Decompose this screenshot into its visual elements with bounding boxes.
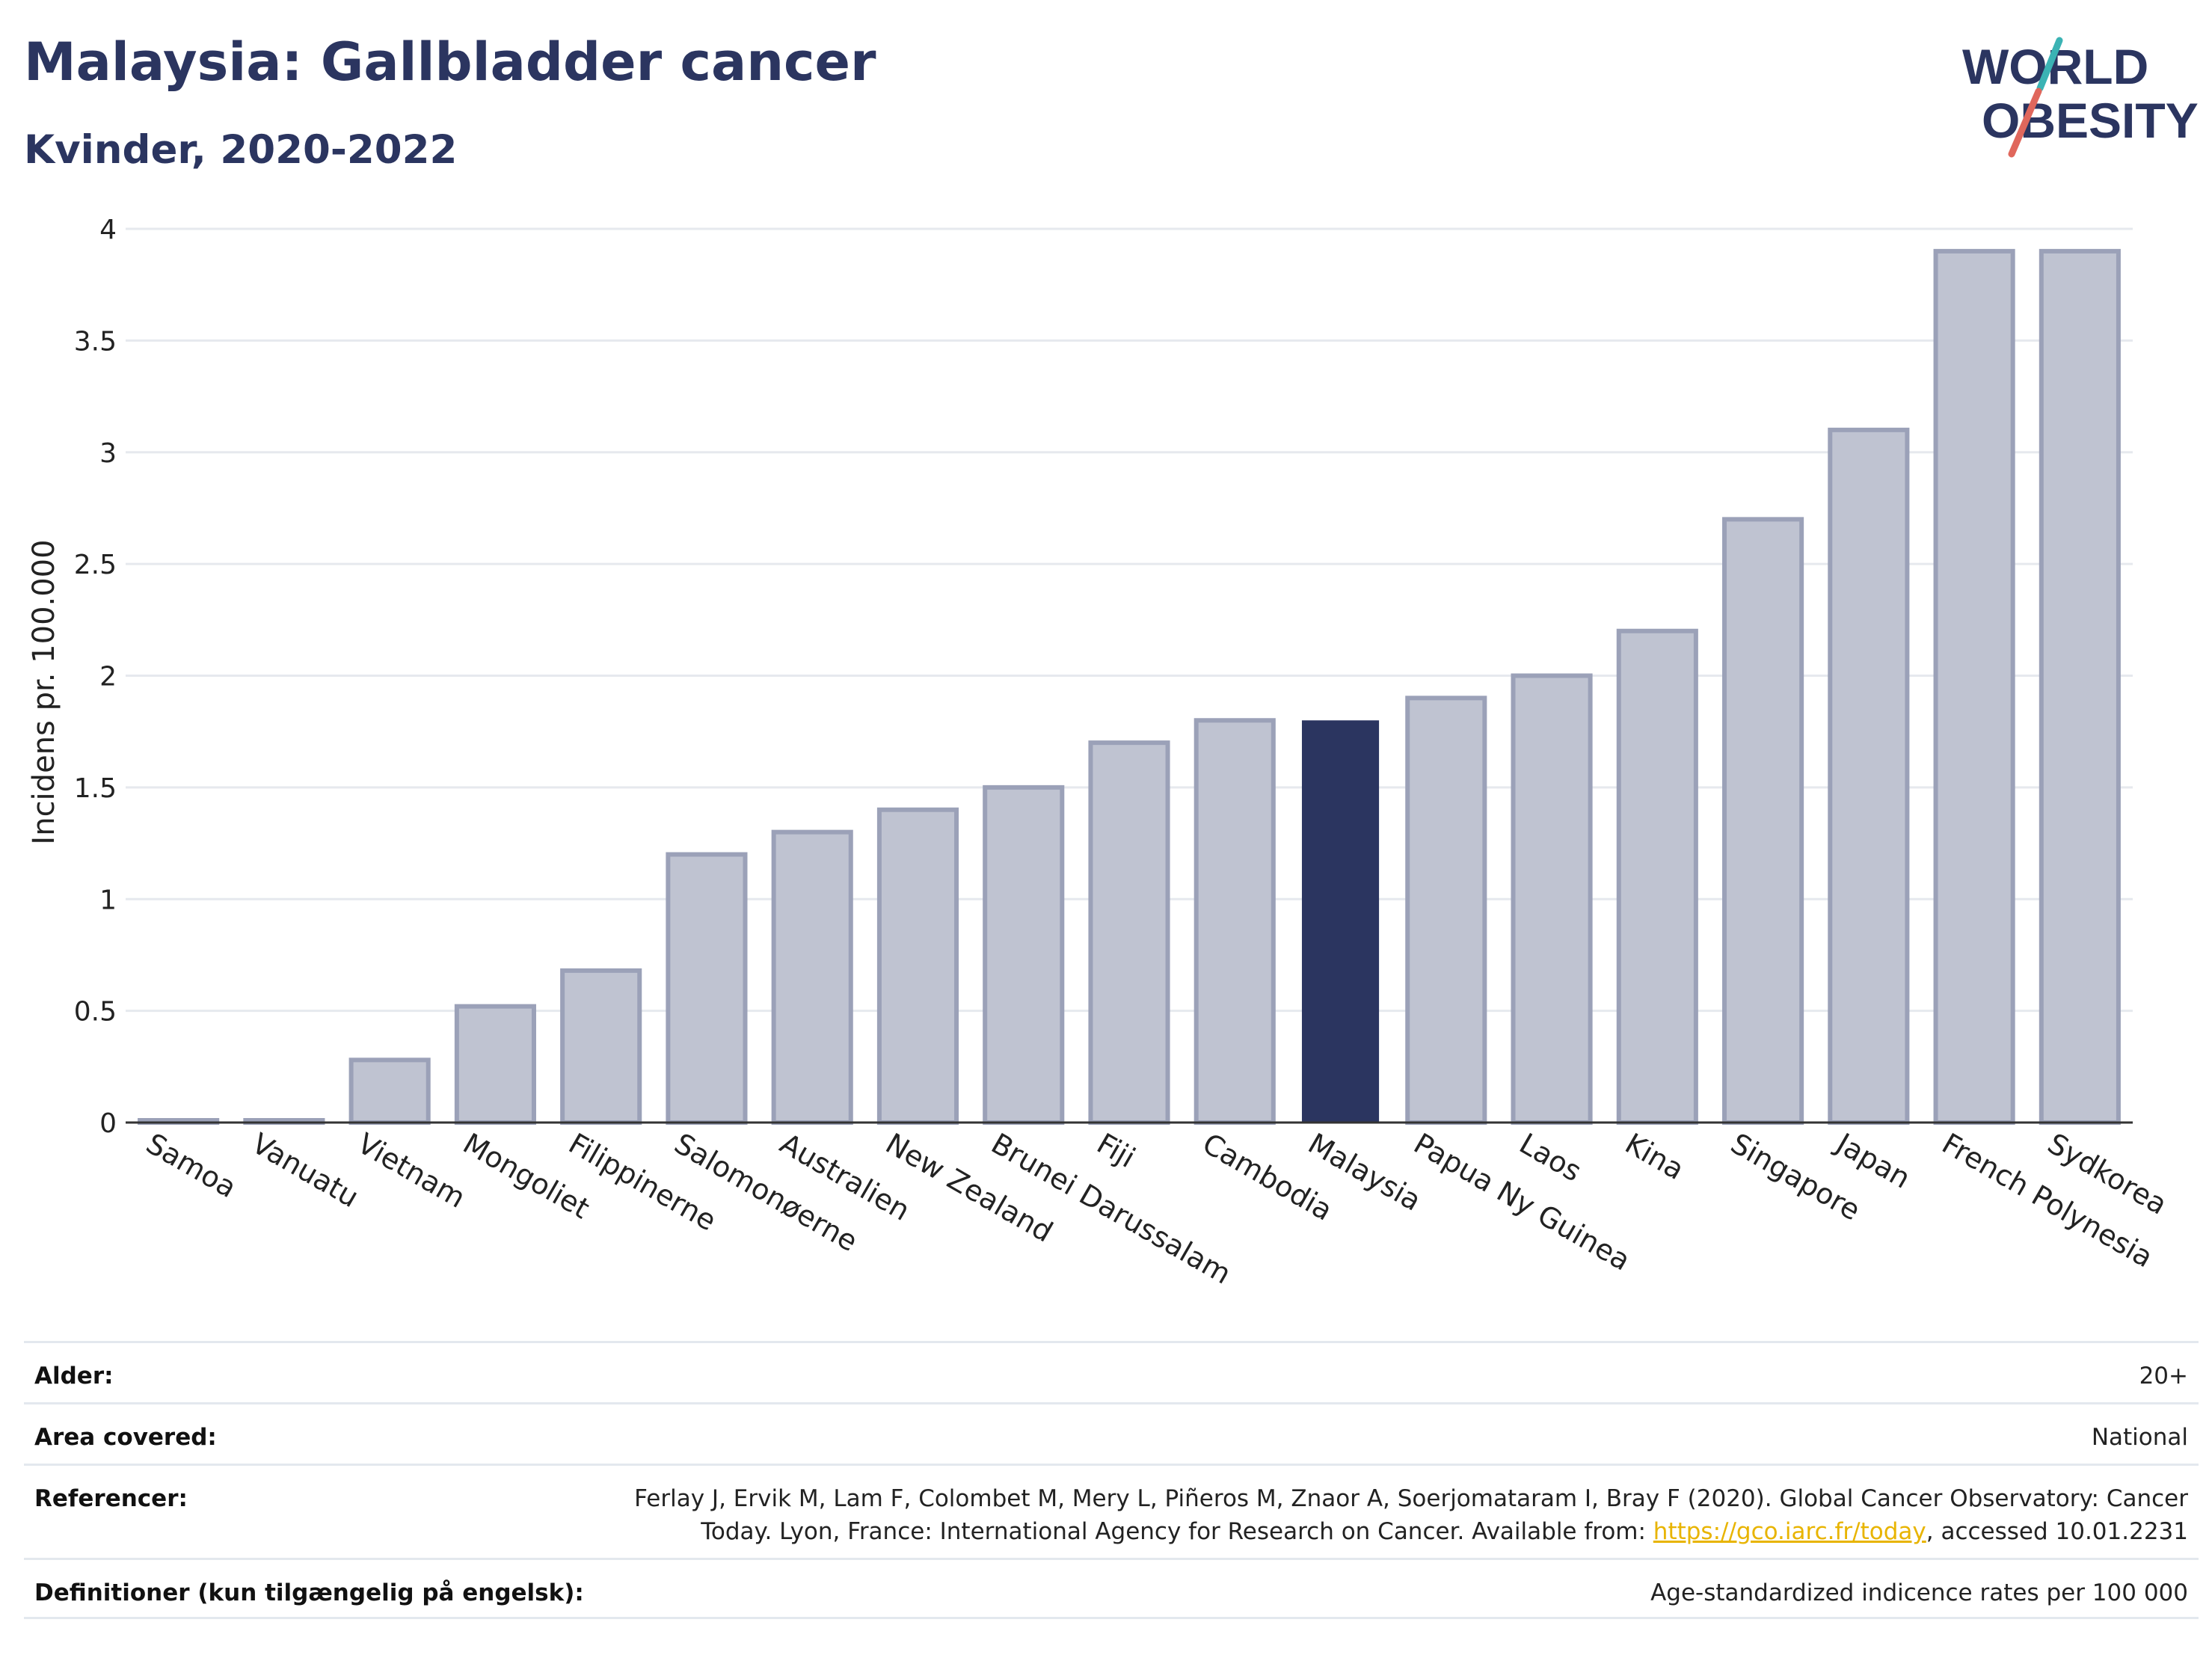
definitions-label: Definitioner (kun tilgængelig på engelsk…: [34, 1579, 584, 1606]
info-row-definitions: Definitioner (kun tilgængelig på engelsk…: [24, 1558, 2199, 1619]
info-row-references: Referencer: Ferlay J, Ervik M, Lam F, Co…: [24, 1464, 2199, 1558]
references-line-2-post: , accessed 10.01.2231: [1926, 1518, 2188, 1545]
bar: [983, 784, 1065, 1125]
y-tick-label: 0: [99, 1108, 117, 1139]
age-label: Alder:: [34, 1363, 114, 1390]
info-table: Alder: 20+ Area covered: National Refere…: [24, 1341, 2199, 1619]
area-value: National: [2091, 1424, 2188, 1451]
bar: [1511, 673, 1593, 1125]
x-tick-label: Laos: [1514, 1127, 1588, 1188]
references-value: Ferlay J, Ervik M, Lam F, Colombet M, Me…: [634, 1482, 2188, 1548]
world-obesity-logo: WORLD OBESITY: [1962, 37, 2199, 158]
bar: [771, 829, 853, 1125]
logo-slash-red: [2008, 87, 2042, 158]
y-tick-label: 3: [99, 438, 117, 469]
bar: [1722, 517, 1804, 1125]
bar: [1301, 720, 1380, 1123]
definitions-value: Age-standardized indicence rates per 100…: [1650, 1579, 2188, 1606]
x-tick-label: Vietnam: [352, 1127, 471, 1215]
bar: [1933, 248, 2015, 1125]
bar: [1088, 740, 1170, 1125]
bar-chart: 0 0.5 1 1.5 2 2.5 3 3.5 4 Incidens pr. 100.000 Sam…: [27, 215, 2172, 1291]
chart-title: Malaysia: Gallbladder cancer: [24, 31, 876, 93]
bar: [560, 968, 642, 1125]
x-tick-label: Fiji: [1092, 1127, 1141, 1174]
references-label: Referencer:: [34, 1485, 188, 1512]
x-tick-label: Kina: [1620, 1127, 1690, 1187]
chart-subtitle: Kvinder, 2020-2022: [24, 127, 458, 173]
bar: [1828, 427, 1910, 1125]
y-tick-label: 1.5: [74, 773, 117, 804]
y-tick-label: 3.5: [74, 326, 117, 357]
bar: [1405, 696, 1487, 1125]
bar: [666, 852, 748, 1125]
info-row-age: Alder: 20+: [24, 1341, 2199, 1402]
y-tick-label: 2: [99, 662, 117, 693]
y-tick-label: 0.5: [74, 997, 117, 1028]
info-row-area: Area covered: National: [24, 1402, 2199, 1464]
references-line-2-pre: Today. Lyon, France: International Agenc…: [701, 1518, 1653, 1545]
area-label: Area covered:: [34, 1424, 217, 1451]
bar: [348, 1057, 431, 1125]
bar: [454, 1004, 536, 1126]
x-tick-label: Samoa: [141, 1127, 242, 1205]
age-value: 20+: [2139, 1363, 2188, 1390]
bar: [1616, 628, 1698, 1125]
bar: [2039, 248, 2121, 1125]
y-tick-label: 1: [99, 885, 117, 915]
x-tick-label: Vanuatu: [246, 1127, 364, 1214]
y-tick-label: 4: [99, 215, 117, 245]
references-link[interactable]: https://gco.iarc.fr/today: [1653, 1518, 1926, 1545]
y-tick-label: 2.5: [74, 550, 117, 580]
y-axis-title: Incidens pr. 100.000: [27, 539, 61, 844]
bar: [876, 807, 959, 1125]
references-line-1: Ferlay J, Ervik M, Lam F, Colombet M, Me…: [634, 1485, 2188, 1512]
logo-slash-teal: [2036, 37, 2063, 92]
x-tick-label: Salomonøerne: [669, 1127, 863, 1258]
bar: [1193, 718, 1276, 1125]
